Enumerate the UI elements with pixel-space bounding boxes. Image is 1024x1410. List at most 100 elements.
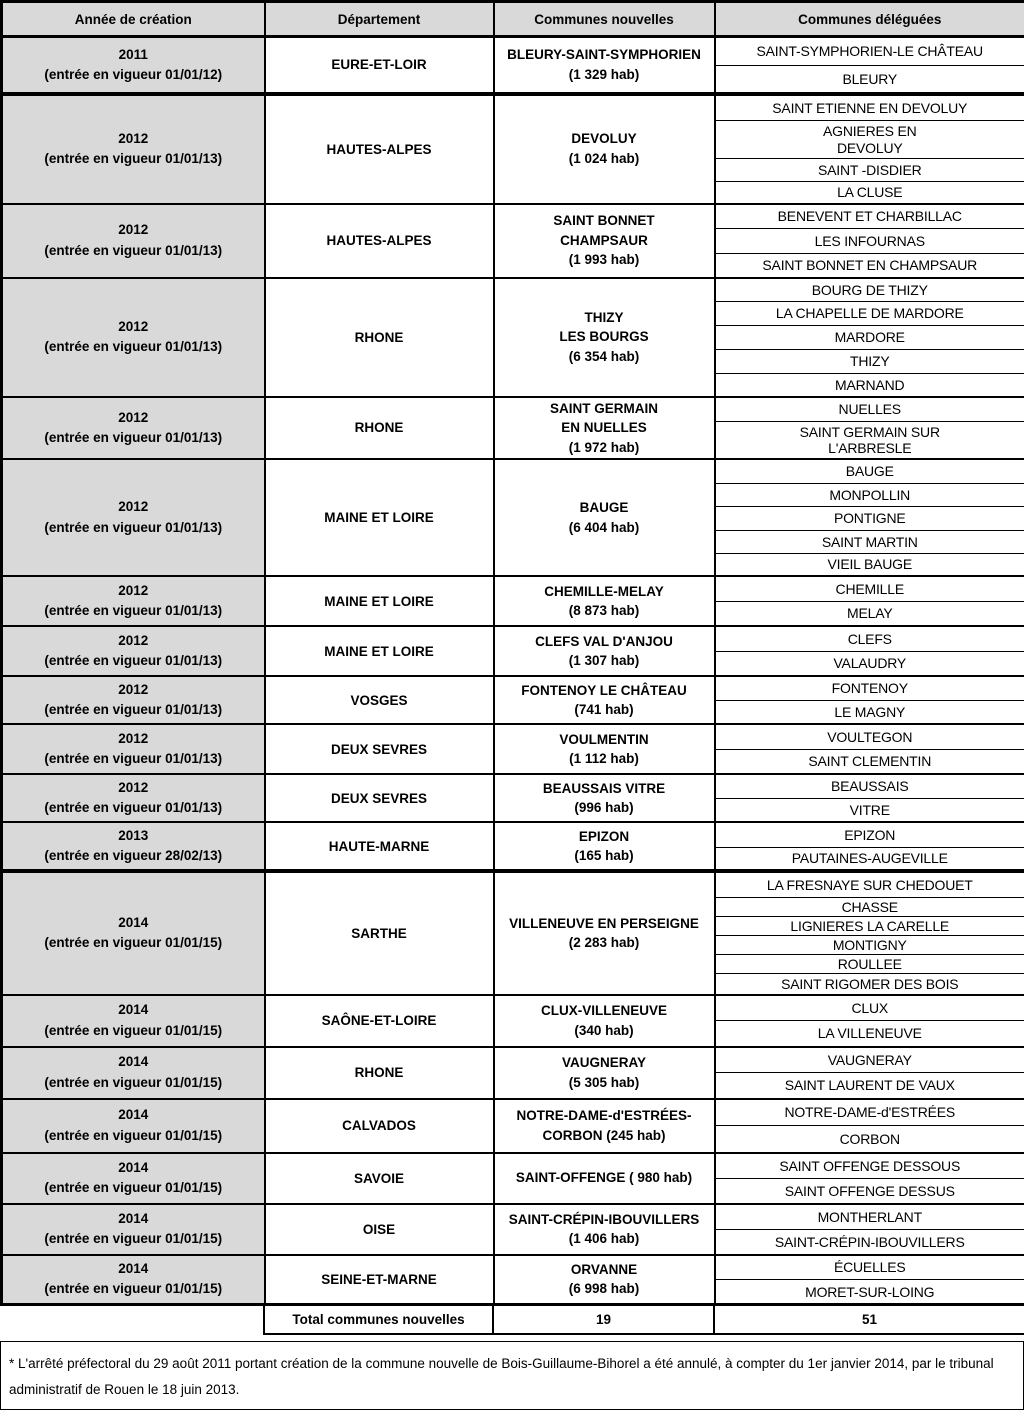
departement-cell: SEINE-ET-MARNE [265, 1255, 494, 1305]
commune-deleguee-cell: MARDORE [715, 326, 1024, 350]
commune-deleguee-cell: MONTHERLANT [715, 1204, 1024, 1230]
table-row: 2012 (entrée en vigueur 01/01/13)HAUTES-… [2, 94, 1024, 121]
column-header-annee-de-creation: Année de création [2, 2, 265, 37]
commune-nouvelle-cell: EPIZON (165 hab) [494, 822, 715, 871]
departement-cell: MAINE ET LOIRE [265, 626, 494, 676]
departement-cell: RHONE [265, 1047, 494, 1099]
commune-deleguee-cell: VALAUDRY [715, 651, 1024, 676]
commune-deleguee-cell: MELAY [715, 601, 1024, 626]
departement-cell: EURE-ET-LOIR [265, 37, 494, 94]
commune-deleguee-cell: MONPOLLIN [715, 483, 1024, 506]
commune-nouvelle-cell: CLEFS VAL D'ANJOU (1 307 hab) [494, 626, 715, 676]
departement-cell: MAINE ET LOIRE [265, 576, 494, 626]
commune-nouvelle-cell: SAINT GERMAIN EN NUELLES (1 972 hab) [494, 397, 715, 460]
commune-nouvelle-cell: BAUGE (6 404 hab) [494, 459, 715, 576]
year-cell: 2012 (entrée en vigueur 01/01/13) [2, 94, 265, 204]
commune-deleguee-cell: SAINT CLEMENTIN [715, 749, 1024, 774]
year-cell: 2014 (entrée en vigueur 01/01/15) [2, 1047, 265, 1099]
commune-deleguee-cell: SAINT-CRÉPIN-IBOUVILLERS [715, 1230, 1024, 1255]
commune-deleguee-cell: LES INFOURNAS [715, 229, 1024, 254]
departement-cell: SAVOIE [265, 1153, 494, 1204]
commune-deleguee-cell: SAINT RIGOMER DES BOIS [715, 974, 1024, 995]
table-row: 2014 (entrée en vigueur 01/01/15)CALVADO… [2, 1099, 1024, 1126]
total-label-cell: Total communes nouvelles [264, 1306, 493, 1334]
commune-deleguee-cell: MARNAND [715, 374, 1024, 397]
communes-nouvelles-table: Année de création Département Communes n… [0, 0, 1024, 1306]
commune-deleguee-cell: BOURG DE THIZY [715, 278, 1024, 302]
year-cell: 2014 (entrée en vigueur 01/01/15) [2, 871, 265, 994]
departement-cell: DEUX SEVRES [265, 724, 494, 774]
commune-nouvelle-cell: SAINT-CRÉPIN-IBOUVILLERS (1 406 hab) [494, 1204, 715, 1255]
commune-deleguee-cell: MORET-SUR-LOING [715, 1280, 1024, 1305]
commune-deleguee-cell: BEAUSSAIS [715, 774, 1024, 798]
commune-deleguee-cell: SAINT-SYMPHORIEN-LE CHÂTEAU [715, 37, 1024, 66]
year-cell: 2011 (entrée en vigueur 01/01/12) [2, 37, 265, 94]
commune-nouvelle-cell: CHEMILLE-MELAY (8 873 hab) [494, 576, 715, 626]
commune-deleguee-cell: VIEIL BAUGE [715, 553, 1024, 576]
commune-deleguee-cell: SAINT OFFENGE DESSUS [715, 1179, 1024, 1204]
commune-nouvelle-cell: BEAUSSAIS VITRE (996 hab) [494, 774, 715, 822]
departement-cell: OISE [265, 1204, 494, 1255]
footnote: * L'arrêté préfectoral du 29 août 2011 p… [0, 1341, 1024, 1410]
year-cell: 2012 (entrée en vigueur 01/01/13) [2, 576, 265, 626]
commune-deleguee-cell: LA CHAPELLE DE MARDORE [715, 302, 1024, 326]
table-row: 2012 (entrée en vigueur 01/01/13)MAINE E… [2, 626, 1024, 651]
departement-cell: HAUTE-MARNE [265, 822, 494, 871]
table-row: 2012 (entrée en vigueur 01/01/13)DEUX SE… [2, 774, 1024, 798]
commune-nouvelle-cell: DEVOLUY (1 024 hab) [494, 94, 715, 204]
commune-deleguee-cell: LA FRESNAYE SUR CHEDOUET [715, 871, 1024, 897]
commune-deleguee-cell: CORBON [715, 1126, 1024, 1153]
departement-cell: VOSGES [265, 676, 494, 724]
commune-nouvelle-cell: CLUX-VILLENEUVE (340 hab) [494, 995, 715, 1047]
commune-deleguee-cell: CLUX [715, 995, 1024, 1021]
commune-deleguee-cell: PONTIGNE [715, 506, 1024, 530]
year-cell: 2014 (entrée en vigueur 01/01/15) [2, 1255, 265, 1305]
commune-nouvelle-cell: BLEURY-SAINT-SYMPHORIEN (1 329 hab) [494, 37, 715, 94]
departement-cell: CALVADOS [265, 1099, 494, 1153]
commune-nouvelle-cell: VILLENEUVE EN PERSEIGNE (2 283 hab) [494, 871, 715, 994]
commune-deleguee-cell: PAUTAINES-AUGEVILLE [715, 847, 1024, 871]
table-row: 2012 (entrée en vigueur 01/01/13)MAINE E… [2, 576, 1024, 601]
commune-deleguee-cell: LIGNIERES LA CARELLE [715, 916, 1024, 935]
commune-nouvelle-cell: NOTRE-DAME-d'ESTRÉES- CORBON (245 hab) [494, 1099, 715, 1153]
commune-deleguee-cell: VOULTEGON [715, 724, 1024, 749]
commune-nouvelle-cell: FONTENOY LE CHÂTEAU (741 hab) [494, 676, 715, 724]
total-row: Total communes nouvelles 19 51 [264, 1306, 1024, 1334]
table-row: 2012 (entrée en vigueur 01/01/13)DEUX SE… [2, 724, 1024, 749]
year-cell: 2014 (entrée en vigueur 01/01/15) [2, 1153, 265, 1204]
commune-deleguee-cell: VAUGNERAY [715, 1047, 1024, 1073]
commune-deleguee-cell: NOTRE-DAME-d'ESTRÉES [715, 1099, 1024, 1126]
commune-deleguee-cell: SAINT LAURENT DE VAUX [715, 1073, 1024, 1099]
commune-nouvelle-cell: SAINT BONNET CHAMPSAUR (1 993 hab) [494, 204, 715, 278]
departement-cell: HAUTES-ALPES [265, 94, 494, 204]
commune-deleguee-cell: EPIZON [715, 822, 1024, 847]
year-cell: 2012 (entrée en vigueur 01/01/13) [2, 204, 265, 278]
year-cell: 2012 (entrée en vigueur 01/01/13) [2, 774, 265, 822]
year-cell: 2013 (entrée en vigueur 28/02/13) [2, 822, 265, 871]
commune-deleguee-cell: SAINT -DISDIER [715, 159, 1024, 182]
departement-cell: RHONE [265, 397, 494, 460]
commune-deleguee-cell: SAINT GERMAIN SUR L'ARBRESLE [715, 422, 1024, 460]
commune-deleguee-cell: SAINT OFFENGE DESSOUS [715, 1153, 1024, 1179]
total-communes-nouvelles-count: 19 [493, 1306, 714, 1334]
commune-deleguee-cell: CLEFS [715, 626, 1024, 651]
commune-nouvelle-cell: ORVANNE (6 998 hab) [494, 1255, 715, 1305]
year-cell: 2012 (entrée en vigueur 01/01/13) [2, 459, 265, 576]
year-cell: 2012 (entrée en vigueur 01/01/13) [2, 626, 265, 676]
year-cell: 2014 (entrée en vigueur 01/01/15) [2, 1204, 265, 1255]
departement-cell: SARTHE [265, 871, 494, 994]
column-header-departement: Département [265, 2, 494, 37]
commune-nouvelle-cell: THIZY LES BOURGS (6 354 hab) [494, 278, 715, 397]
commune-deleguee-cell: SAINT ETIENNE EN DEVOLUY [715, 94, 1024, 121]
commune-deleguee-cell: ÉCUELLES [715, 1255, 1024, 1280]
commune-deleguee-cell: SAINT MARTIN [715, 530, 1024, 553]
commune-deleguee-cell: LA CLUSE [715, 182, 1024, 204]
commune-deleguee-cell: BLEURY [715, 66, 1024, 94]
commune-nouvelle-cell: VOULMENTIN (1 112 hab) [494, 724, 715, 774]
